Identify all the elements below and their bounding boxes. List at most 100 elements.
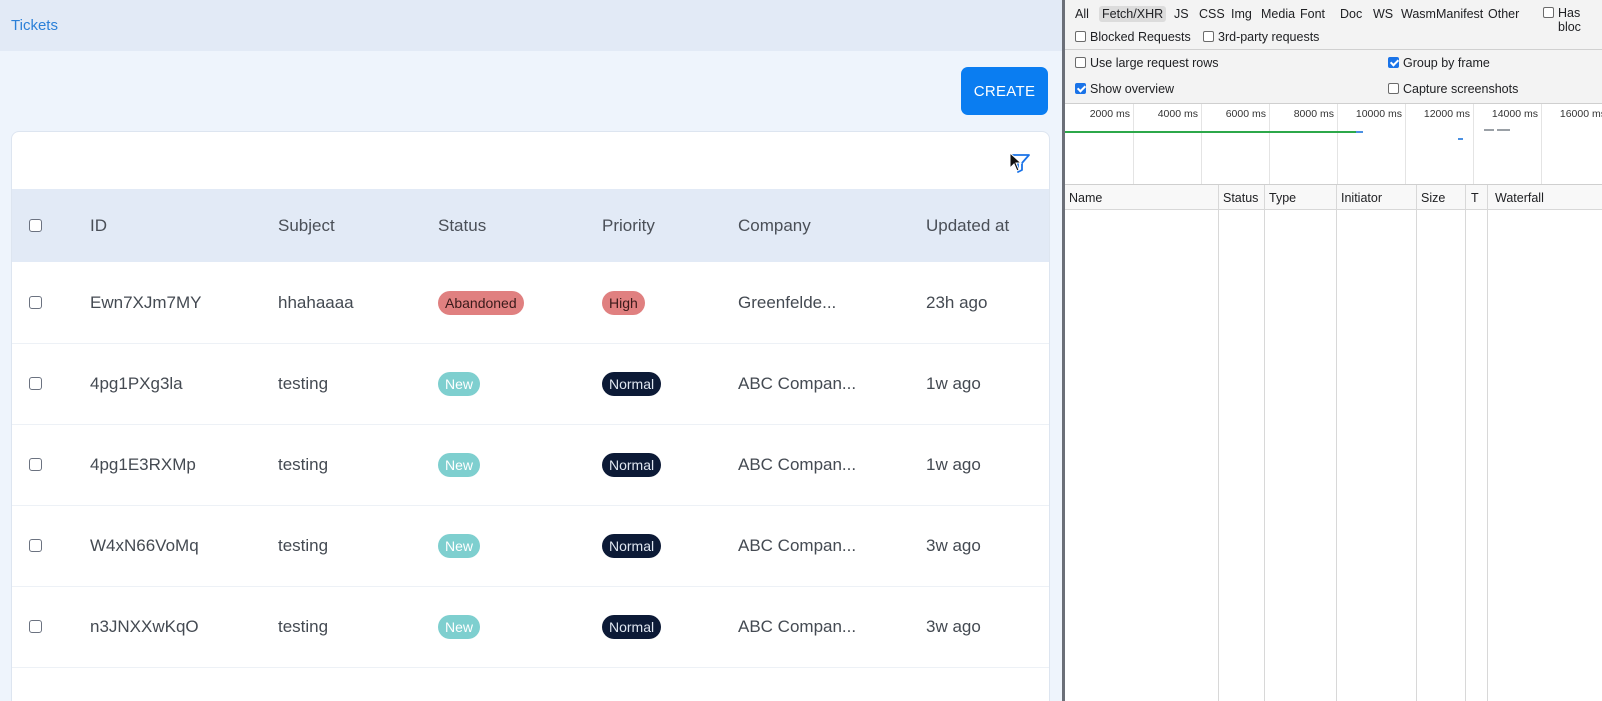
timeline-gridline xyxy=(1541,104,1542,184)
row-checkbox[interactable] xyxy=(29,296,42,309)
blocked-requests-checkbox[interactable] xyxy=(1075,31,1086,42)
timeline-tick-label: 4000 ms xyxy=(1157,108,1198,120)
priority-badge: High xyxy=(602,291,645,315)
filter-tab-img[interactable]: Img xyxy=(1231,7,1252,21)
row-checkbox[interactable] xyxy=(29,539,42,552)
filter-tab-ws[interactable]: WS xyxy=(1373,7,1394,21)
ticket-updated-at: 1w ago xyxy=(926,374,981,393)
ticket-id: W4xN66VoMq xyxy=(90,536,199,555)
filter-tab-font[interactable]: Font xyxy=(1300,7,1326,21)
column-divider[interactable] xyxy=(1264,185,1265,701)
timeline-tick-label: 2000 ms xyxy=(1089,108,1130,120)
filter-tab-css[interactable]: CSS xyxy=(1199,7,1225,21)
ticket-updated-at: 1w ago xyxy=(926,455,981,474)
request-column-t[interactable]: T xyxy=(1471,191,1479,205)
status-badge: New xyxy=(438,615,481,639)
capture-screenshots-checkbox[interactable] xyxy=(1388,83,1399,94)
timeline-tick-label: 12000 ms xyxy=(1423,108,1470,120)
timeline-gridline xyxy=(1269,104,1270,184)
filter-tab-other[interactable]: Other xyxy=(1488,7,1520,21)
row-checkbox[interactable] xyxy=(29,377,42,390)
overview-request-bar xyxy=(1356,131,1363,133)
column-divider[interactable] xyxy=(1465,185,1466,701)
timeline-gridline xyxy=(1337,104,1338,184)
capture-screenshots-label: Capture screenshots xyxy=(1403,82,1519,96)
overview-load-bar xyxy=(1065,131,1358,133)
column-divider[interactable] xyxy=(1218,185,1219,701)
table-row[interactable]: W4xN66VoMq testing New Normal ABC Compan... 3… xyxy=(12,505,1049,587)
tickets-app: Tickets CREATE ID Subject Status Priorit… xyxy=(0,0,1062,701)
request-column-initiator[interactable]: Initiator xyxy=(1341,191,1382,205)
table-row[interactable]: 4pg1E3RXMp testing New Normal ABC Compan... 1… xyxy=(12,424,1049,506)
column-divider[interactable] xyxy=(1336,185,1337,701)
blocked-requests-label: Blocked Requests xyxy=(1090,30,1191,44)
table-row[interactable]: Ewn7XJm7MY hhahaaaa Abandoned High Greenfeld… xyxy=(12,262,1049,344)
priority-badge: Normal xyxy=(602,615,662,639)
column-header-priority[interactable]: Priority xyxy=(602,216,655,235)
group-by-frame-checkbox[interactable] xyxy=(1388,57,1399,68)
third-party-checkbox[interactable] xyxy=(1203,31,1214,42)
row-checkbox[interactable] xyxy=(29,620,42,633)
ticket-company: Greenfelde... xyxy=(738,293,837,312)
devtools-network-panel: All Fetch/XHR JS CSS Img Media Font Doc WS Wasm Ma… xyxy=(1062,0,1602,701)
column-header-status[interactable]: Status xyxy=(438,216,487,235)
table-row[interactable]: n3JNXXwKqO testing New Normal ABC Compan... 3… xyxy=(12,586,1049,668)
filter-tab-fetch-xhr[interactable]: Fetch/XHR xyxy=(1099,6,1167,22)
ticket-id: 4pg1E3RXMp xyxy=(90,455,196,474)
filter-tab-wasm[interactable]: Wasm xyxy=(1401,7,1436,21)
ticket-subject: hhahaaaa xyxy=(278,293,354,312)
mouse-cursor-icon xyxy=(1009,152,1023,172)
request-column-status[interactable]: Status xyxy=(1223,191,1259,205)
ticket-subject: testing xyxy=(278,455,329,474)
ticket-company: ABC Compan... xyxy=(738,374,857,393)
priority-badge: Normal xyxy=(602,453,662,477)
tickets-table-card: ID Subject Status Priority Company Updat… xyxy=(11,131,1050,701)
ticket-subject: testing xyxy=(278,536,329,555)
ticket-id: n3JNXXwKqO xyxy=(90,617,199,636)
column-header-company[interactable]: Company xyxy=(738,216,811,235)
column-header-id[interactable]: ID xyxy=(90,216,107,235)
table-header: ID Subject Status Priority Company Updat… xyxy=(12,189,1049,262)
column-header-updated-at[interactable]: Updated at xyxy=(926,216,1010,235)
timeline-gridline xyxy=(1133,104,1134,184)
ticket-updated-at: 3w ago xyxy=(926,617,981,636)
filter-tab-all[interactable]: All xyxy=(1075,7,1089,21)
select-all-checkbox[interactable] xyxy=(29,219,42,232)
timeline-tick-label: 16000 ms xyxy=(1559,108,1602,120)
request-column-name[interactable]: Name xyxy=(1069,191,1103,205)
request-column-size[interactable]: Size xyxy=(1421,191,1446,205)
filter-tab-manifest[interactable]: Manifest xyxy=(1436,7,1484,21)
table-row[interactable]: 4pg1PXg3la testing New Normal ABC Compan... 1… xyxy=(12,343,1049,425)
ticket-company: ABC Compan... xyxy=(738,536,857,555)
timeline-tick-label: 10000 ms xyxy=(1355,108,1402,120)
filter-tab-doc[interactable]: Doc xyxy=(1340,7,1363,21)
has-blocked-checkbox[interactable] xyxy=(1543,7,1554,18)
large-rows-label: Use large request rows xyxy=(1090,56,1219,70)
network-overview-timeline[interactable]: 2000 ms 4000 ms 6000 ms 8000 ms 10000 ms 1200… xyxy=(1065,103,1602,184)
timeline-tick-label: 6000 ms xyxy=(1225,108,1266,120)
column-header-subject[interactable]: Subject xyxy=(278,216,335,235)
timeline-gridline xyxy=(1201,104,1202,184)
ticket-id: 4pg1PXg3la xyxy=(90,374,183,393)
row-checkbox[interactable] xyxy=(29,458,42,471)
requests-table: Name Status Type Initiator Size T Waterfall xyxy=(1065,184,1602,701)
ticket-company: ABC Compan... xyxy=(738,617,857,636)
requests-table-header xyxy=(1065,185,1602,210)
create-button[interactable]: CREATE xyxy=(961,67,1048,115)
filter-tab-js[interactable]: JS xyxy=(1174,7,1189,21)
request-column-waterfall[interactable]: Waterfall xyxy=(1495,191,1544,205)
priority-badge: Normal xyxy=(602,372,662,396)
column-divider[interactable] xyxy=(1416,185,1417,701)
column-divider[interactable] xyxy=(1487,185,1488,701)
top-bar: Tickets xyxy=(0,0,1062,51)
status-badge: New xyxy=(438,453,481,477)
breadcrumb-tickets[interactable]: Tickets xyxy=(11,17,58,34)
group-by-frame-label: Group by frame xyxy=(1403,56,1490,70)
overview-request-bar xyxy=(1497,129,1510,131)
ticket-updated-at: 23h ago xyxy=(926,293,988,312)
request-column-type[interactable]: Type xyxy=(1269,191,1297,205)
large-rows-checkbox[interactable] xyxy=(1075,57,1086,68)
show-overview-checkbox[interactable] xyxy=(1075,83,1086,94)
divider xyxy=(1065,49,1602,50)
filter-tab-media[interactable]: Media xyxy=(1261,7,1296,21)
